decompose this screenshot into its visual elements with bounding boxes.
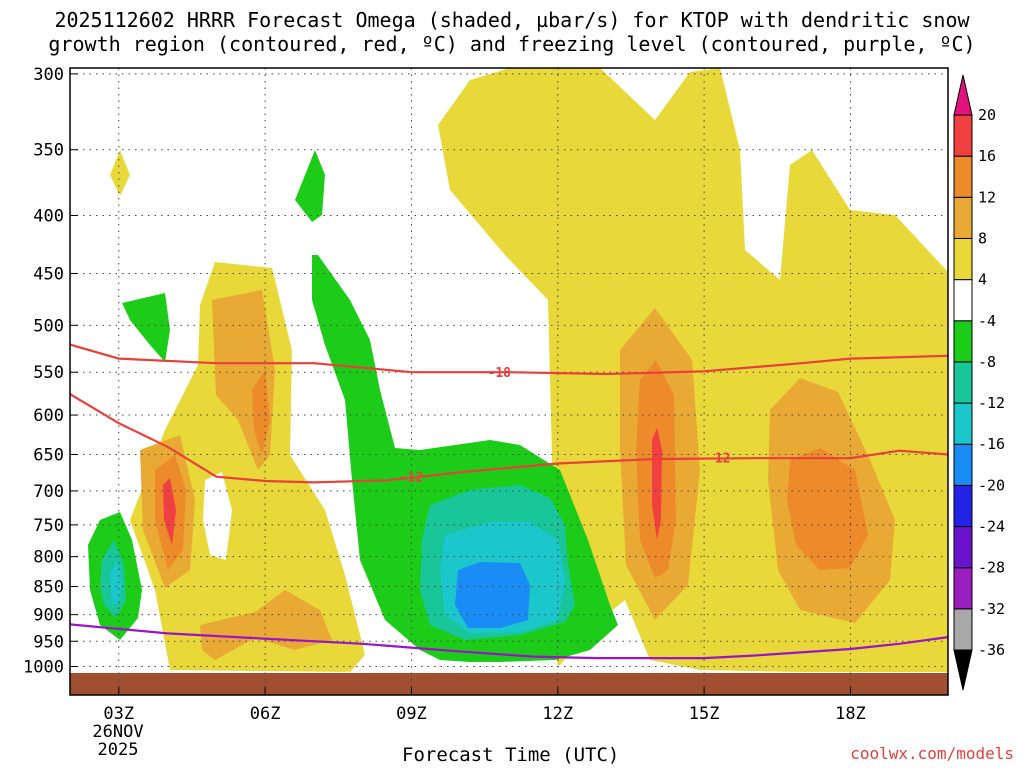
omega-region-negative-4: [295, 150, 325, 222]
omega-region-positive-16: [163, 478, 176, 545]
colorbar-box: [953, 155, 973, 198]
omega-region-positive-16: [652, 428, 662, 540]
ground-layer: [70, 673, 948, 695]
colorbar-box: [953, 320, 973, 363]
colorbar-box: [953, 279, 973, 322]
y-tick-label: 1000: [23, 658, 64, 678]
colorbar-box: [953, 567, 973, 610]
plot-frame: [69, 67, 949, 696]
colorbar-label: -12: [978, 394, 1005, 412]
x-tick-label: 03Z: [103, 704, 134, 724]
colorbar-label: -20: [978, 476, 1005, 494]
colorbar-label: -32: [978, 600, 1005, 618]
contour-label: -12: [707, 451, 730, 466]
colorbar-box: [953, 443, 973, 486]
contours: -18 -12 -12: [70, 343, 948, 660]
omega-region-neutral: [203, 472, 232, 560]
contour-label: -12: [400, 471, 423, 486]
y-tick-label: 450: [33, 264, 64, 284]
colorbar-box: [953, 608, 973, 651]
colorbar-label: -16: [978, 435, 1005, 453]
omega-region-neutral: [70, 600, 948, 695]
y-tick-label: 800: [33, 548, 64, 568]
y-tick-label: 500: [33, 316, 64, 336]
colorbar-box: [953, 237, 973, 281]
colorbar-label: 12: [978, 188, 996, 206]
colorbar: -36 -32 -28 -24 -20 -16 -12 -8 -4 4 8 12 16 20: [953, 74, 1005, 691]
x-tick-label: 12Z: [542, 704, 573, 724]
colorbar-label: -28: [978, 559, 1005, 577]
grid: [70, 68, 948, 695]
omega-region-positive-12: [787, 448, 868, 570]
omega-region-positive-12: [252, 370, 270, 455]
colorbar-label: 8: [978, 229, 987, 247]
date-label-line-2: 2025: [98, 740, 139, 760]
y-tick-label: 700: [33, 482, 64, 502]
chart-title-line-2: growth region (contoured, red, ºC) and f…: [48, 32, 976, 56]
colorbar-box: [953, 196, 973, 239]
colorbar-box: [953, 402, 973, 445]
y-tick-label: 300: [33, 65, 64, 85]
colorbar-label: 4: [978, 271, 987, 289]
y-tick-label: 400: [33, 206, 64, 226]
y-tick-label: 600: [33, 406, 64, 426]
y-tick-label: 650: [33, 445, 64, 465]
colorbar-box: [953, 361, 973, 404]
omega-region-negative-4: [122, 293, 170, 362]
contour-line: [70, 343, 948, 376]
colorbar-label: 20: [978, 106, 996, 124]
omega-shading: [70, 68, 948, 695]
y-tick-label: 550: [33, 363, 64, 383]
y-tick-label: 950: [33, 632, 64, 652]
contour-label: -18: [488, 366, 512, 381]
x-tick-label: 18Z: [835, 704, 866, 724]
colorbar-box: [953, 526, 973, 569]
contour-line: [70, 393, 948, 484]
omega-region-negative-12: [110, 560, 122, 605]
x-tick-label: 09Z: [396, 704, 427, 724]
colorbar-box: [953, 114, 973, 157]
y-tick-label: 350: [33, 141, 64, 161]
y-tick-label: 750: [33, 516, 64, 536]
colorbar-label: -36: [978, 641, 1005, 659]
x-tick-label: 15Z: [689, 704, 720, 724]
colorbar-label: -8: [978, 353, 996, 371]
omega-region-positive-8: [200, 590, 332, 660]
colorbar-label: -24: [978, 518, 1005, 536]
chart-title-line-1: 2025112602 HRRR Forecast Omega (shaded, …: [54, 8, 970, 32]
contour-line: [70, 623, 948, 660]
colorbar-label: -4: [978, 312, 996, 330]
y-axis: 2503003504004505005506006507007508008509…: [23, 65, 78, 678]
colorbar-label: 16: [978, 147, 996, 165]
x-tick-label: 06Z: [250, 704, 281, 724]
colorbar-extend-high: [953, 74, 973, 116]
y-tick-label: 850: [33, 578, 64, 598]
y-tick-label: 900: [33, 606, 64, 626]
colorbar-box: [953, 484, 973, 528]
colorbar-extend-low: [953, 649, 973, 691]
credit-link[interactable]: coolwx.com/models: [850, 744, 1014, 763]
x-axis: 03Z 06Z 09Z 12Z 15Z 18Z: [103, 687, 866, 724]
omega-region-positive-4: [110, 150, 130, 196]
date-label-line-1: 26NOV: [92, 722, 143, 742]
x-axis-title: Forecast Time (UTC): [402, 744, 620, 766]
omega-region-negative-16: [455, 562, 530, 628]
